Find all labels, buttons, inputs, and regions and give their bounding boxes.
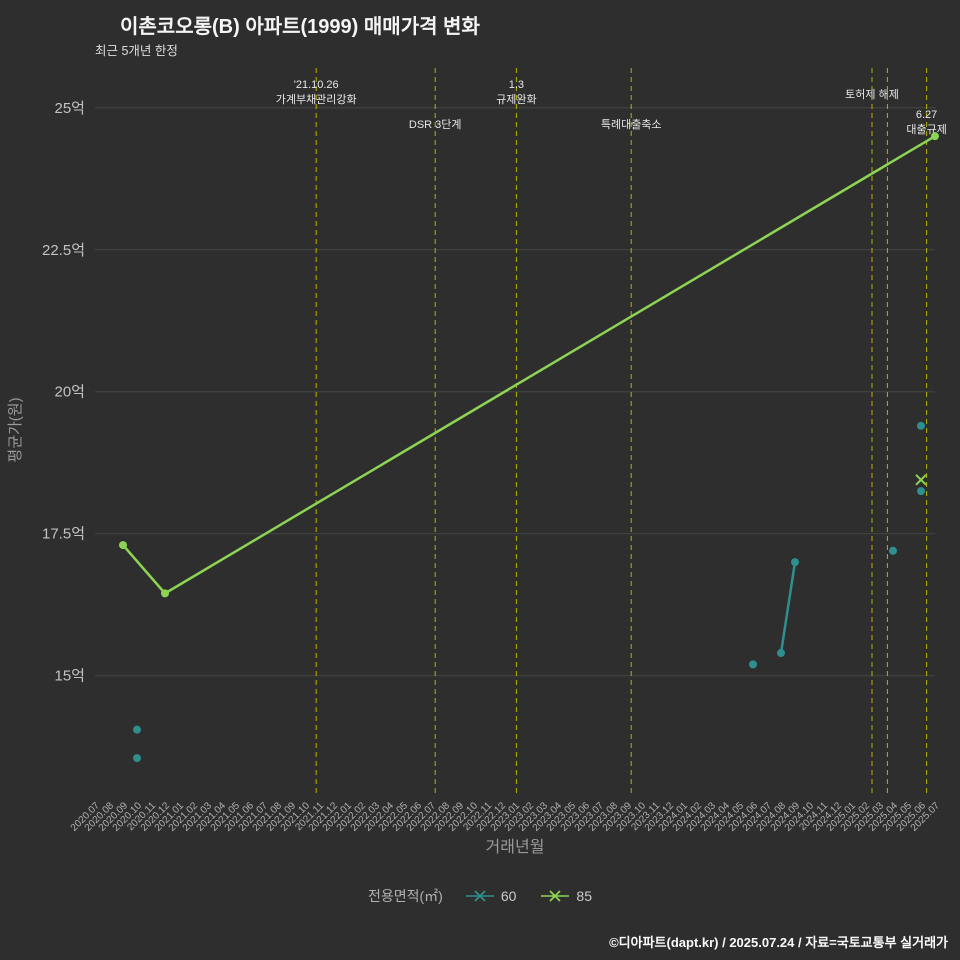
legend-item-85[interactable]: 85 xyxy=(540,888,592,904)
event-label: DSR 3단계 xyxy=(409,118,462,131)
event-label: 가계부채관리강화 xyxy=(276,93,357,106)
event-label: 6.27 xyxy=(916,109,937,121)
data-point xyxy=(917,421,925,430)
data-point-x-marker xyxy=(915,474,927,486)
data-point xyxy=(119,541,127,550)
data-point xyxy=(749,660,757,669)
series-line xyxy=(779,561,797,654)
event-label: 1.3 xyxy=(509,79,524,91)
data-point xyxy=(791,558,799,567)
series-line xyxy=(122,135,936,595)
y-tick-label: 22.5억 xyxy=(42,242,85,259)
y-tick-label: 20억 xyxy=(55,384,86,401)
legend: 전용면적(㎡) 60 85 xyxy=(0,886,960,906)
legend-items: 60 85 xyxy=(465,888,592,904)
legend-item-60[interactable]: 60 xyxy=(465,888,517,904)
legend-label: 60 xyxy=(500,888,517,904)
series-85 xyxy=(119,132,939,598)
event-label: 특례대출축소 xyxy=(601,118,662,131)
data-point xyxy=(133,754,141,763)
chart-subtitle: 최근 5개년 한정 xyxy=(95,44,178,58)
event-label: '21.10.26 xyxy=(294,79,339,91)
legend-marker-icon xyxy=(465,890,494,902)
y-tick-label: 17.5억 xyxy=(42,526,85,543)
data-point xyxy=(931,132,939,141)
series-60 xyxy=(133,421,925,763)
event-label: 토허제 해제 xyxy=(845,87,899,101)
footer-credit: ©디아파트(dapt.kr) / 2025.07.24 / 자료=국토교통부 실… xyxy=(609,935,948,950)
legend-title: 전용면적(㎡) xyxy=(367,888,443,904)
y-tick-label: 25억 xyxy=(55,100,86,117)
event-label: 대출규제 xyxy=(906,123,946,136)
legend-label: 85 xyxy=(576,888,592,904)
data-point xyxy=(777,649,785,658)
legend-marker-icon xyxy=(541,890,570,902)
event-label: 규제완화 xyxy=(496,93,536,106)
y-axis-label: 평균가(원) xyxy=(7,397,24,462)
chart-title: 이촌코오롱(B) 아파트(1999) 매매가격 변화 xyxy=(120,16,480,38)
x-axis-label: 거래년월 xyxy=(486,838,545,856)
data-point xyxy=(889,546,897,555)
data-point xyxy=(161,589,169,598)
x-axis: 2020.072020.082020.092020.102020.112020.… xyxy=(69,800,943,834)
data-point xyxy=(133,725,141,734)
y-axis: 15억 17.5억 20억 22.5억 25억 xyxy=(42,100,935,685)
data-point xyxy=(917,487,925,496)
y-tick-label: 15억 xyxy=(55,668,86,685)
